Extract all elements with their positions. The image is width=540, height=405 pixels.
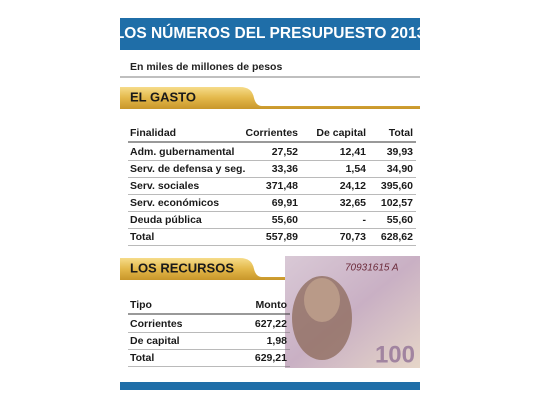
portrait-face <box>304 278 340 322</box>
cell-label: Deuda pública <box>130 214 202 226</box>
subtitle: En miles de millones de pesos <box>130 61 282 73</box>
cell-number: 33,36 <box>272 163 298 175</box>
cell-number: 55,60 <box>387 214 413 226</box>
footer-bar <box>120 382 420 390</box>
cell-number: - <box>363 214 367 226</box>
cell-number: 557,89 <box>266 231 298 243</box>
cell-label: Total <box>130 231 154 243</box>
cell-number: 39,93 <box>387 146 413 158</box>
cell-number: 1,98 <box>267 335 288 347</box>
cell-number: 629,21 <box>255 352 287 364</box>
cell-label: Finalidad <box>130 127 176 139</box>
cell-label: Adm. gubernamental <box>130 146 235 158</box>
cell-number: 395,60 <box>381 180 413 192</box>
cell-label: Total <box>130 352 154 364</box>
banknote-denomination: 100 <box>375 341 415 368</box>
cell-number: De capital <box>316 127 366 139</box>
cell-number: Monto <box>256 299 288 311</box>
cell-number: 34,90 <box>387 163 413 175</box>
title-bar <box>120 18 420 50</box>
section-title: LOS RECURSOS <box>130 260 234 275</box>
cell-label: Tipo <box>130 299 152 311</box>
section-tab <box>120 258 285 280</box>
cell-number: 12,41 <box>340 146 366 158</box>
cell-label: De capital <box>130 335 180 347</box>
title: LOS NÚMEROS DEL PRESUPUESTO 2013 <box>115 24 426 42</box>
cell-label: Serv. de defensa y seg. <box>130 163 245 175</box>
cell-label: Serv. económicos <box>130 197 219 209</box>
cell-number: 70,73 <box>340 231 366 243</box>
cell-number: 371,48 <box>266 180 298 192</box>
cell-label: Corrientes <box>130 318 183 330</box>
section-title: EL GASTO <box>130 89 196 104</box>
cell-number: 1,54 <box>346 163 367 175</box>
cell-number: Corrientes <box>245 127 298 139</box>
cell-number: 628,62 <box>381 231 413 243</box>
cell-number: 32,65 <box>340 197 366 209</box>
banknote-serial: 70931615 A <box>345 263 399 274</box>
cell-number: Total <box>389 127 413 139</box>
cell-number: 627,22 <box>255 318 287 330</box>
cell-number: 69,91 <box>272 197 298 209</box>
section-tab <box>120 87 420 109</box>
cell-number: 102,57 <box>381 197 413 209</box>
cell-number: 55,60 <box>272 214 298 226</box>
banknote: 70931615 A 100 <box>285 256 420 368</box>
cell-label: Serv. sociales <box>130 180 199 192</box>
cell-number: 27,52 <box>272 146 298 158</box>
cell-number: 24,12 <box>340 180 366 192</box>
